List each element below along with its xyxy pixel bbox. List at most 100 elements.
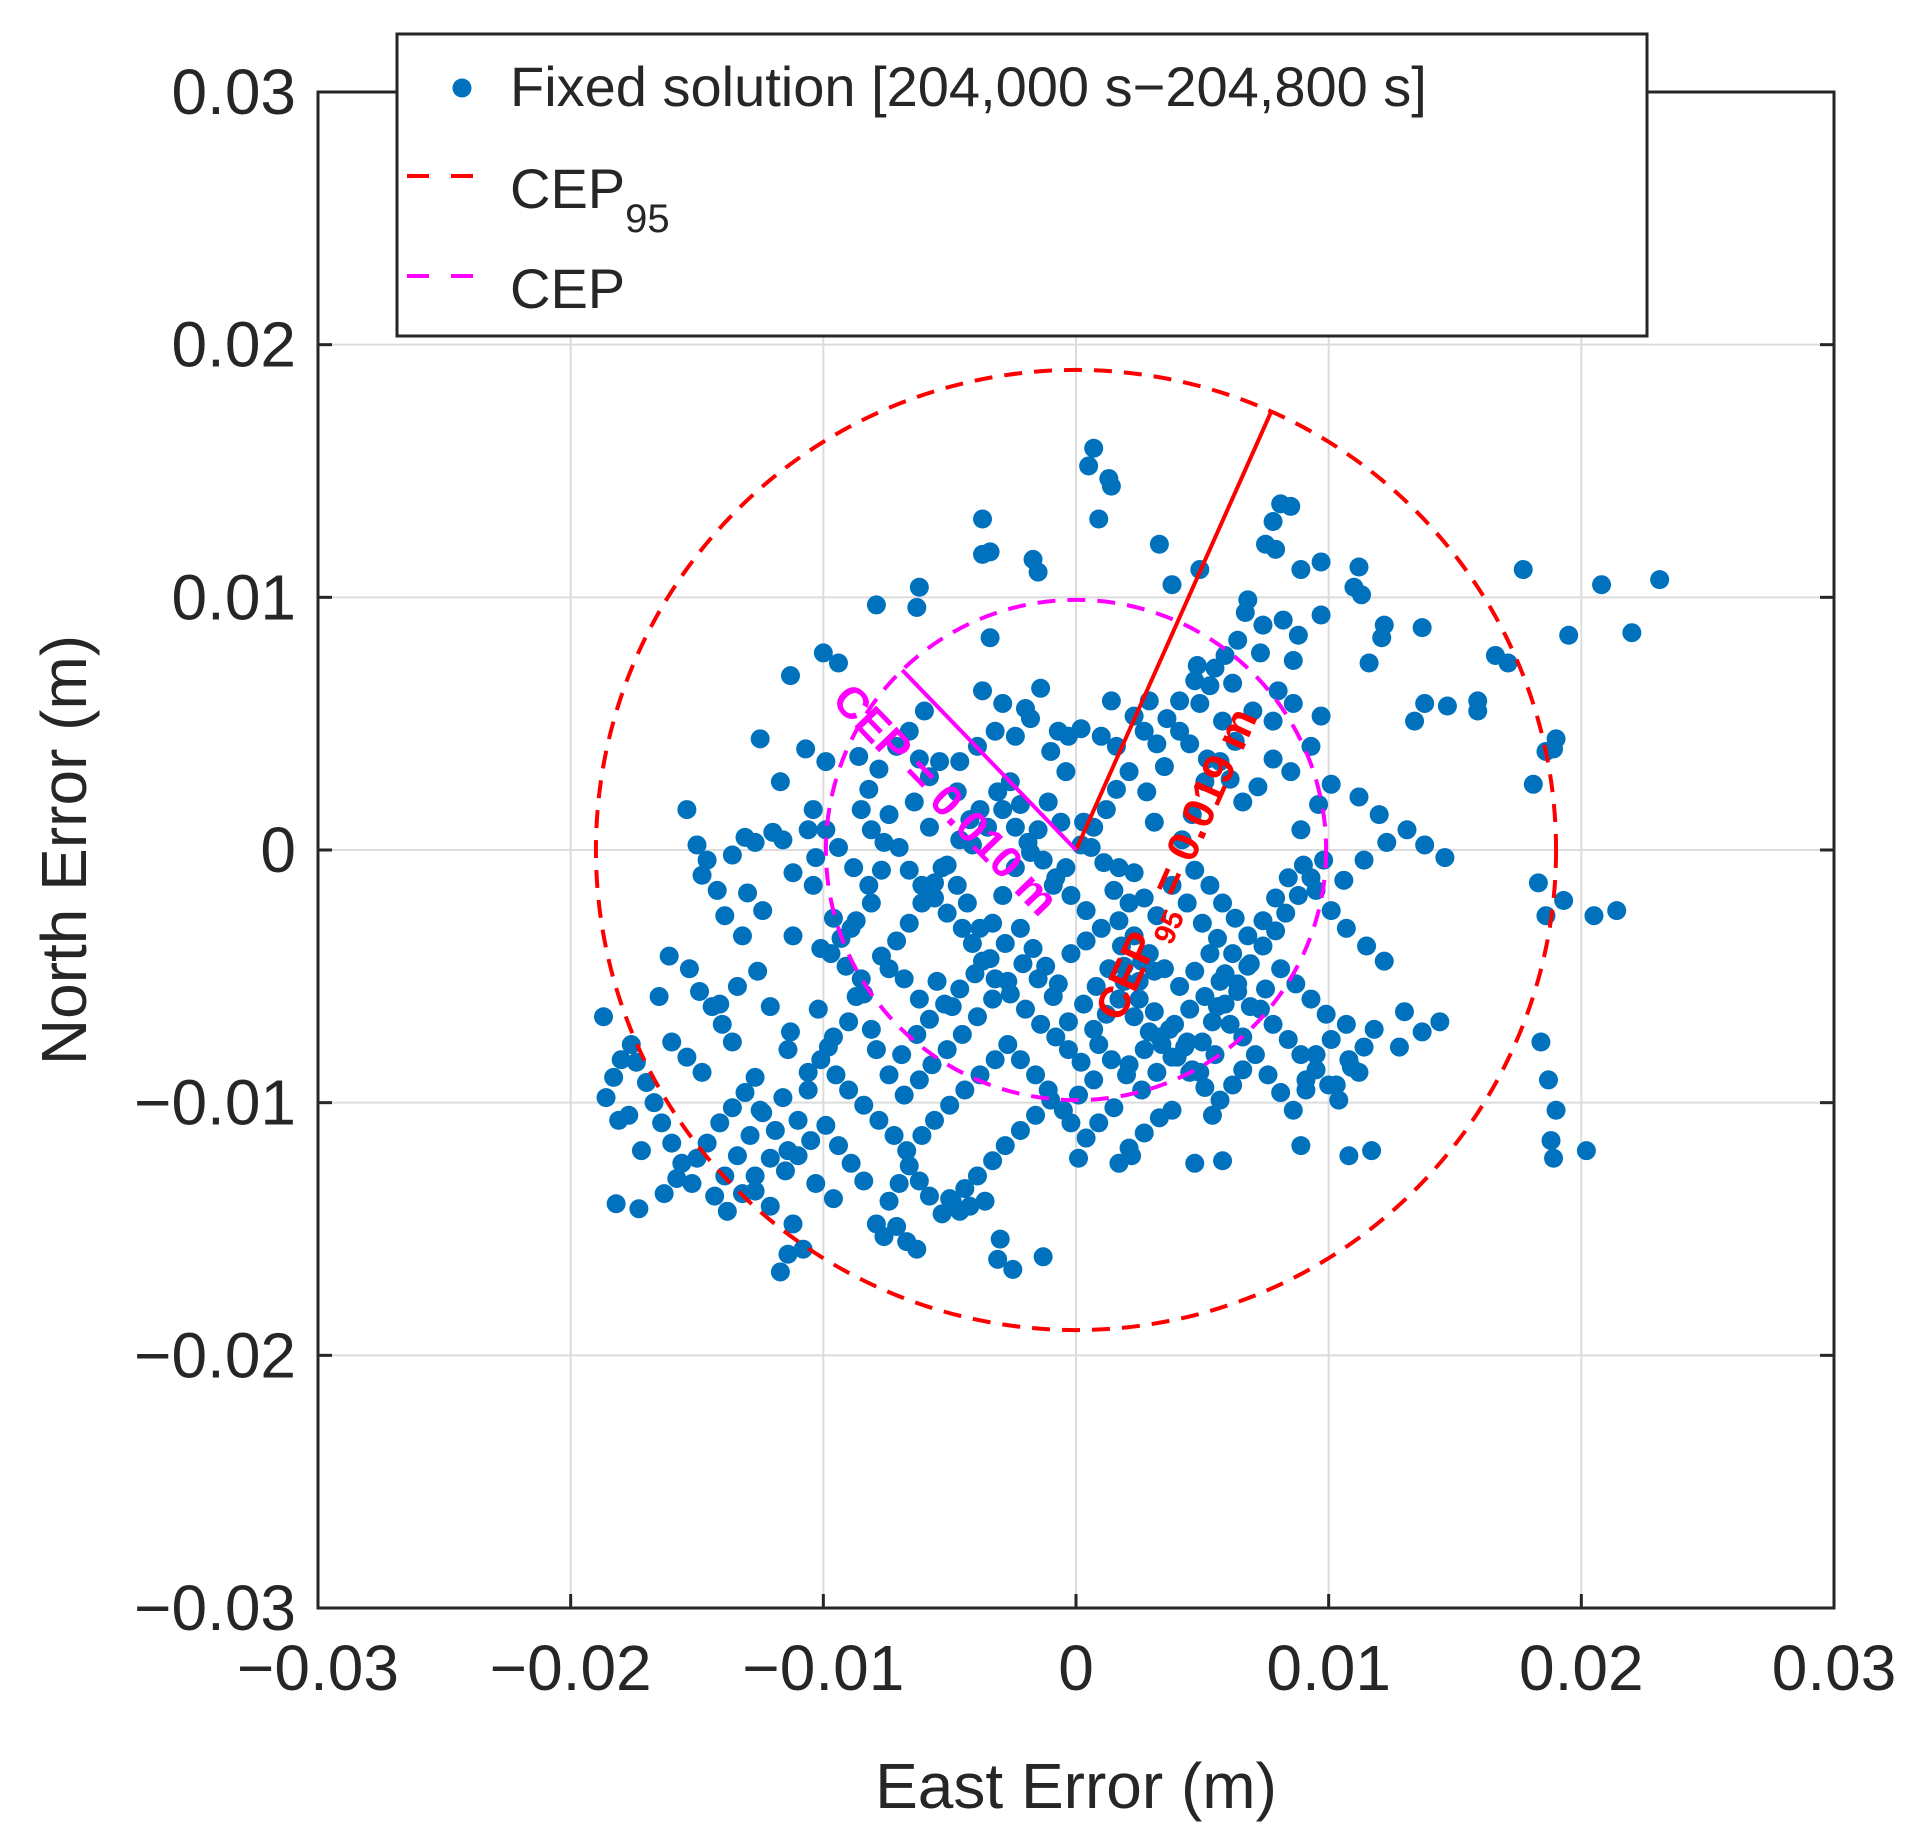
data-point [1134,721,1154,741]
data-point [871,946,891,966]
data-point [818,1037,838,1057]
data-point [909,577,929,597]
data-point [1157,709,1177,729]
data-point [753,901,773,921]
data-point [679,959,699,979]
data-point [1101,476,1121,496]
legend-entry-label: CEP [510,257,625,320]
data-point [1278,868,1298,888]
data-point [1210,1090,1230,1110]
data-point [687,835,707,855]
data-point [1523,774,1543,794]
legend-box [395,32,1649,338]
data-point [783,926,803,946]
x-axis-label: East Error (m) [875,1750,1277,1822]
data-point [925,1110,945,1130]
data-point [1101,691,1121,711]
data-point [1084,1070,1104,1090]
data-point [715,906,735,926]
data-point [1010,1120,1030,1140]
x-tick-label: 0.01 [1266,1632,1391,1704]
data-point [1182,805,1202,825]
data-point [1076,901,1096,921]
data-point [1162,575,1182,595]
data-point [1301,868,1321,888]
data-point [1041,1090,1061,1110]
data-point [1106,779,1126,799]
data-point [788,1146,808,1166]
data-point [1225,731,1245,751]
data-point [919,1186,939,1206]
data-point [1336,1014,1356,1034]
data-point [1352,585,1372,605]
data-point [849,747,869,767]
data-point [788,1110,808,1130]
data-point [914,701,934,721]
data-point [899,1156,919,1176]
data-point [887,736,907,756]
data-point [892,1045,912,1065]
data-point [1377,832,1397,852]
data-point [1139,1022,1159,1042]
data-point [1243,701,1263,721]
data-point [1650,570,1670,590]
data-point [1172,830,1192,850]
data-point [1228,974,1248,994]
data-point [1089,1113,1109,1133]
data-point [1124,863,1144,883]
data-point [1114,971,1134,991]
data-point [1023,939,1043,959]
data-point [1374,615,1394,635]
data-point [798,1062,818,1082]
data-point [1321,1030,1341,1049]
data-point [1076,1128,1096,1148]
data-point [629,1199,649,1219]
data-point [1058,1012,1078,1032]
data-point [1291,560,1311,580]
data-point [950,830,970,850]
data-point [1435,848,1455,868]
data-point [1283,693,1303,713]
data-point [1147,1062,1167,1082]
data-point [707,880,727,900]
data-point [1180,734,1200,754]
x-tick-label: 0 [1058,1632,1094,1704]
data-point [1362,1141,1382,1161]
data-point [1195,1078,1215,1098]
data-point [621,1035,641,1055]
data-point [735,1083,755,1103]
data-point [919,817,939,837]
data-point [1354,1037,1374,1057]
data-point [919,1009,939,1029]
data-point [1341,1057,1361,1077]
data-point [1094,853,1114,873]
y-tick-label: 0 [260,814,296,886]
data-point [1296,1070,1316,1090]
data-point [1109,989,1129,1009]
data-point [1061,1113,1081,1133]
data-point [1144,961,1164,981]
data-point [1607,901,1627,921]
data-point [717,1201,737,1221]
data-point [828,1136,848,1156]
data-point [937,903,957,923]
data-point [879,1191,899,1211]
data-point [854,1171,874,1191]
data-point [1096,800,1116,820]
data-point [1005,726,1025,746]
data-point [677,800,697,820]
data-point [940,1189,960,1209]
data-point [1321,901,1341,921]
data-point [1291,820,1311,840]
data-point [1314,850,1334,870]
data-point [985,1050,1005,1070]
data-point [1207,928,1227,948]
data-point [1531,1032,1551,1052]
data-point [1541,1131,1561,1151]
data-point [1013,954,1033,974]
data-point [1010,918,1030,938]
data-point [1137,782,1157,802]
data-point [1086,976,1106,996]
data-point [1119,1055,1139,1075]
data-point [594,1007,614,1027]
